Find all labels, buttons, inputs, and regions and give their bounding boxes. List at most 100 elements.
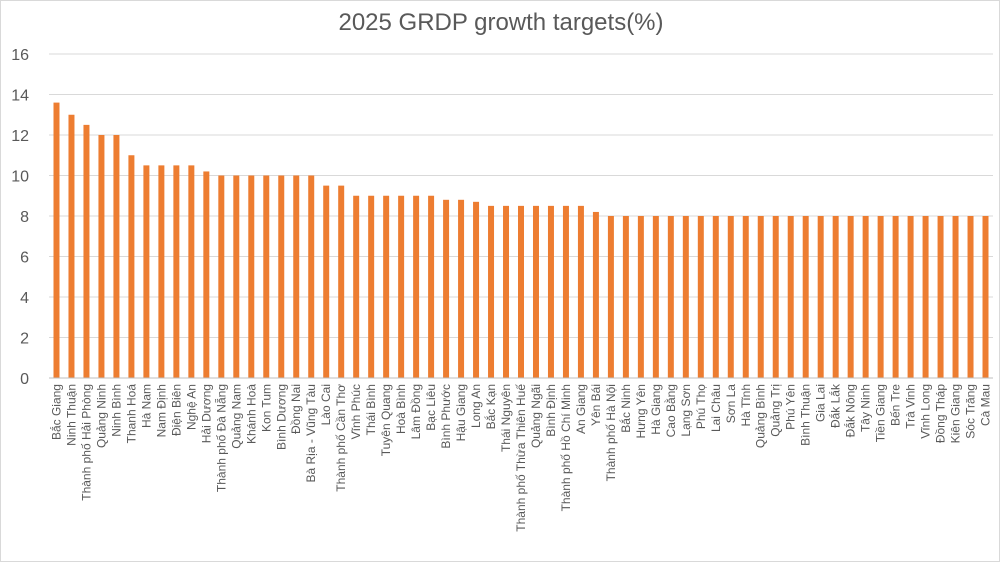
x-tick-label: Hậu Giang [454, 384, 468, 441]
bar [967, 216, 974, 378]
bar [937, 216, 944, 378]
bar [473, 201, 480, 378]
x-tick-label: Đồng Tháp [934, 384, 948, 443]
x-tick-label: Tây Ninh [859, 384, 873, 432]
bar [622, 216, 629, 378]
x-tick-label: Bình Phước [439, 384, 453, 449]
bar [458, 199, 465, 378]
bar [727, 216, 734, 378]
x-tick-label: Long An [469, 384, 483, 428]
bar [413, 195, 420, 378]
bar [637, 216, 644, 378]
x-tick-label: Bình Dương [274, 384, 288, 450]
bar [158, 165, 165, 378]
x-tick-label: Quảng Nam [229, 384, 243, 449]
chart-title: 2025 GRDP growth targets(%) [338, 9, 663, 36]
x-tick-label: Hải Dương [199, 384, 213, 443]
x-tick-label: Lào Cai [319, 384, 333, 425]
bar [982, 216, 989, 378]
bar [592, 211, 599, 378]
x-tick-label: Hà Nam [139, 384, 153, 428]
bar [383, 195, 390, 378]
bar [817, 216, 824, 378]
bar [532, 205, 539, 378]
bar [203, 171, 210, 378]
x-tick-label: Hưng Yên [634, 384, 648, 439]
x-tick-label: Kon Tum [259, 384, 273, 432]
bar [338, 185, 345, 378]
x-tick-label: Bắc Ninh [618, 384, 633, 433]
x-tick-label: Quảng Trị [769, 384, 783, 437]
x-tick-label: Thành phố Hồ Chí Minh [559, 384, 573, 511]
bar [682, 216, 689, 378]
bar [113, 135, 120, 378]
x-tick-label: Khánh Hoà [244, 384, 258, 444]
x-tick-label: Đồng Nai [289, 384, 303, 434]
x-tick-label: Lai Châu [709, 384, 723, 432]
x-tick-label: Tiền Giang [874, 384, 888, 442]
y-tick-label: 10 [11, 169, 29, 186]
x-tick-label: Hà Tĩnh [739, 384, 753, 426]
x-tick-label: Bình Định [544, 384, 558, 437]
bar [652, 216, 659, 378]
x-tick-label: Ninh Bình [109, 384, 123, 437]
bar [173, 165, 180, 378]
bar [922, 216, 929, 378]
bar [952, 216, 959, 378]
x-tick-label: Quảng Bình [754, 384, 768, 448]
bar [667, 216, 674, 378]
bar [518, 205, 524, 378]
bar [293, 175, 300, 378]
x-tick-label: Bình Thuận [799, 384, 813, 446]
bar [443, 199, 450, 378]
bar [128, 155, 135, 378]
x-tick-label: Thanh Hoá [124, 384, 138, 444]
x-tick-label: Ninh Thuận [64, 384, 78, 446]
x-tick-label: Thành phố Thừa Thiên Huế [514, 384, 528, 532]
y-tick-label: 12 [11, 128, 29, 145]
bar [892, 216, 899, 378]
x-tick-label: Đắk Lắk [828, 383, 843, 428]
bar [428, 195, 435, 378]
bar [68, 114, 75, 378]
x-axis-tick-labels: Bắc Giang Ninh Thuận Thành phố Hải Phòng Qu… [48, 383, 992, 532]
bar [877, 216, 884, 378]
x-tick-label: Phú Yên [784, 384, 798, 430]
bar [323, 185, 330, 378]
bar [562, 205, 569, 378]
x-tick-label: Đắk Nông [843, 384, 858, 437]
bar [712, 216, 719, 378]
x-tick-label: Lâm Đồng [409, 384, 423, 439]
x-tick-label: Trà Vinh [904, 384, 918, 429]
bar [263, 175, 270, 378]
x-tick-label: Cà Mau [979, 384, 993, 426]
bar [787, 216, 794, 378]
x-tick-label: Thành phố Đà Nẵng [213, 384, 228, 492]
x-tick-label: Thành phố Hà Nội [604, 384, 618, 481]
bar [802, 216, 809, 378]
bar [308, 175, 315, 378]
x-tick-label: Nam Định [154, 384, 168, 437]
bar [218, 175, 225, 378]
x-tick-label: Kiên Giang [949, 384, 963, 443]
bar [547, 205, 554, 378]
x-tick-label: An Giang [574, 384, 588, 434]
y-tick-label: 8 [20, 209, 29, 226]
y-tick-label: 14 [11, 88, 29, 105]
bar [907, 216, 914, 378]
x-tick-label: Sơn La [724, 384, 738, 424]
x-tick-label: Lạng Sơn [679, 384, 693, 437]
x-tick-label: Phú Thọ [694, 384, 708, 429]
bar [742, 216, 749, 378]
x-tick-label: Sóc Trăng [964, 384, 978, 439]
bar [757, 216, 764, 378]
bar [862, 216, 869, 378]
x-tick-label: Điện Biên [169, 384, 183, 436]
x-tick-label: Bạc Liêu [424, 384, 438, 431]
bar [697, 216, 704, 378]
bar [607, 216, 614, 378]
bar [847, 216, 854, 378]
y-tick-label: 2 [20, 331, 29, 348]
x-tick-label: Nghệ An [184, 384, 198, 430]
